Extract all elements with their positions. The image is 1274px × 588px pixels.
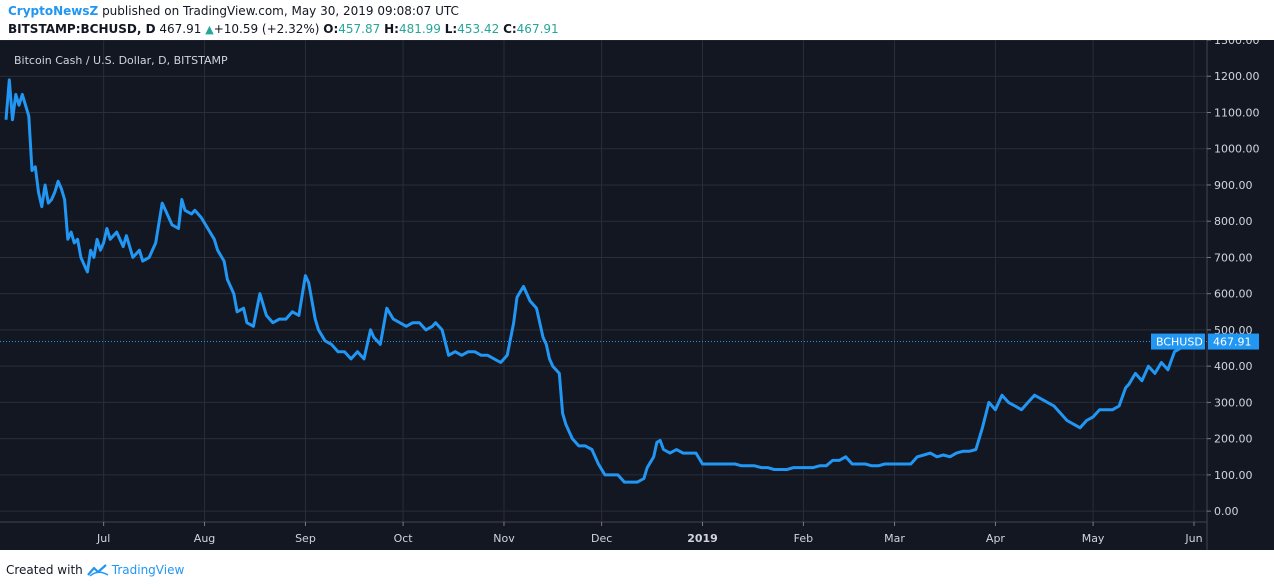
high-label: H: <box>384 22 399 36</box>
low-value: 453.42 <box>457 22 500 36</box>
time-tick-label: Nov <box>493 532 515 545</box>
ohlc-bar: BITSTAMP:BCHUSD, D 467.91 ▲+10.59 (+2.32… <box>8 22 559 36</box>
price-tick-label: 100.00 <box>1214 469 1253 482</box>
tradingview-link[interactable]: TradingView <box>111 563 185 577</box>
price-tick-label: 200.00 <box>1214 433 1253 446</box>
price-tick-label: 700.00 <box>1214 251 1253 264</box>
author-link[interactable]: CryptoNewsZ <box>8 4 99 18</box>
high-value: 481.99 <box>398 22 441 36</box>
open-label: O: <box>323 22 339 36</box>
price-tick-label: 300.00 <box>1214 396 1253 409</box>
price-badge <box>1208 333 1259 350</box>
time-tick-label: Jun <box>1184 532 1202 545</box>
time-tick-label: 2019 <box>687 532 718 545</box>
time-tick-label: May <box>1082 532 1105 545</box>
last-price: 467.91 <box>159 22 202 36</box>
price-tick-label: 1100.00 <box>1214 106 1260 119</box>
chart-background <box>0 40 1274 550</box>
symbol-badge <box>1151 333 1205 350</box>
close-value: 467.91 <box>516 22 559 36</box>
price-tick-label: 900.00 <box>1214 179 1253 192</box>
price-tick-label: 0.00 <box>1214 505 1239 518</box>
price-change: +10.59 (+2.32%) <box>213 22 320 36</box>
price-series-line <box>4 78 1189 484</box>
publish-info: CryptoNewsZ published on TradingView.com… <box>8 4 459 18</box>
time-axis[interactable]: Jul Aug Sep Oct Nov Dec 2019 Feb Mar Apr May Jun <box>96 522 1203 545</box>
price-chart[interactable]: 1300.00 1200.00 1100.00 1000.00 900.00 800.00… <box>0 40 1274 550</box>
price-tick-label: 1200.00 <box>1214 70 1260 83</box>
price-tick-label: 400.00 <box>1214 360 1253 373</box>
grid <box>0 40 1207 522</box>
time-tick-label: Feb <box>794 532 813 545</box>
low-label: L: <box>444 22 458 36</box>
last-price-label: BCHUSD 467.91 <box>1151 333 1259 350</box>
close-label: C: <box>503 22 517 36</box>
tradingview-logo-icon <box>86 564 109 577</box>
price-tick-label: 800.00 <box>1214 215 1253 228</box>
footer: Created with TradingView <box>6 563 184 577</box>
price-tick-label: 1000.00 <box>1214 143 1260 156</box>
symbol: BITSTAMP:BCHUSD, D <box>8 22 156 36</box>
price-axis[interactable]: 1300.00 1200.00 1100.00 1000.00 900.00 800.00… <box>1207 40 1260 518</box>
price-tick-label: 1300.00 <box>1214 40 1260 47</box>
symbol-badge-text: BCHUSD <box>1156 336 1203 349</box>
price-badge-text: 467.91 <box>1213 336 1252 349</box>
time-tick-label: Jul <box>96 532 110 545</box>
time-tick-label: Dec <box>591 532 612 545</box>
time-tick-label: Aug <box>194 532 215 545</box>
time-tick-label: Sep <box>295 532 316 545</box>
up-arrow-icon: ▲ <box>205 23 214 36</box>
created-with-text: Created with <box>6 563 83 577</box>
time-tick-label: Apr <box>986 532 1006 545</box>
time-tick-label: Mar <box>884 532 905 545</box>
time-tick-label: Oct <box>394 532 414 545</box>
open-value: 457.87 <box>338 22 381 36</box>
chart-title: Bitcoin Cash / U.S. Dollar, D, BITSTAMP <box>14 54 228 67</box>
price-tick-label: 600.00 <box>1214 288 1253 301</box>
published-text: published on TradingView.com, May 30, 20… <box>102 4 459 18</box>
